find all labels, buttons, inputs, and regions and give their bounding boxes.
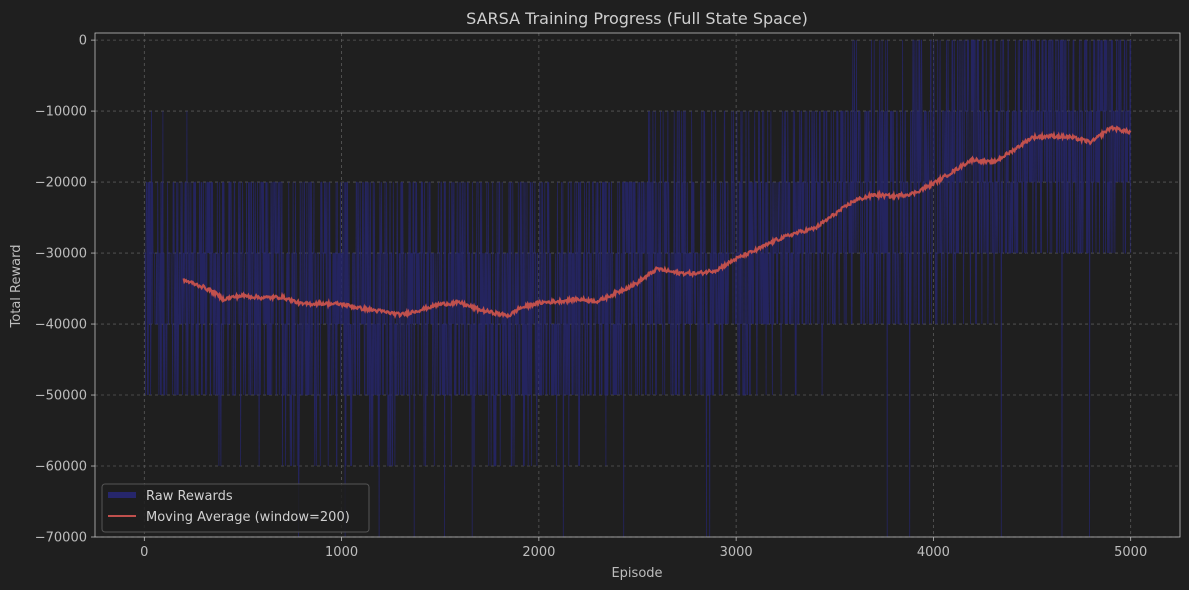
x-tick-label: 0 <box>140 545 148 560</box>
x-tick-label: 2000 <box>522 545 555 560</box>
y-axis-label: Total Reward <box>9 245 24 329</box>
x-tick-label: 5000 <box>1114 545 1147 560</box>
x-tick-label: 4000 <box>917 545 950 560</box>
legend-label-moving-average: Moving Average (window=200) <box>146 510 350 525</box>
y-tick-label: −40000 <box>35 318 87 333</box>
chart-title: SARSA Training Progress (Full State Spac… <box>466 9 808 28</box>
y-tick-label: −70000 <box>35 531 87 546</box>
x-axis-label: Episode <box>611 566 662 581</box>
x-axis: 0 1000 2000 3000 4000 5000 <box>140 537 1147 560</box>
legend: Raw Rewards Moving Average (window=200) <box>101 483 370 533</box>
raw-rewards-series <box>144 39 1132 538</box>
y-tick-label: −30000 <box>35 247 87 262</box>
y-tick-label: −50000 <box>35 389 87 404</box>
raw-rewards-line <box>144 39 1132 538</box>
moving-average-line <box>182 125 1132 320</box>
plot-frame <box>94 32 1181 538</box>
y-tick-label: −60000 <box>35 460 87 475</box>
y-tick-label: −10000 <box>35 105 87 120</box>
legend-swatch-raw <box>108 492 136 498</box>
x-tick-label: 3000 <box>720 545 753 560</box>
x-tick-label: 1000 <box>325 545 358 560</box>
y-tick-label: 0 <box>79 34 87 49</box>
y-tick-label: −20000 <box>35 176 87 191</box>
legend-box <box>101 483 370 533</box>
y-axis: 0 −10000 −20000 −30000 −40000 −50000 −60000 −70… <box>35 34 95 546</box>
legend-label-raw: Raw Rewards <box>146 489 233 504</box>
